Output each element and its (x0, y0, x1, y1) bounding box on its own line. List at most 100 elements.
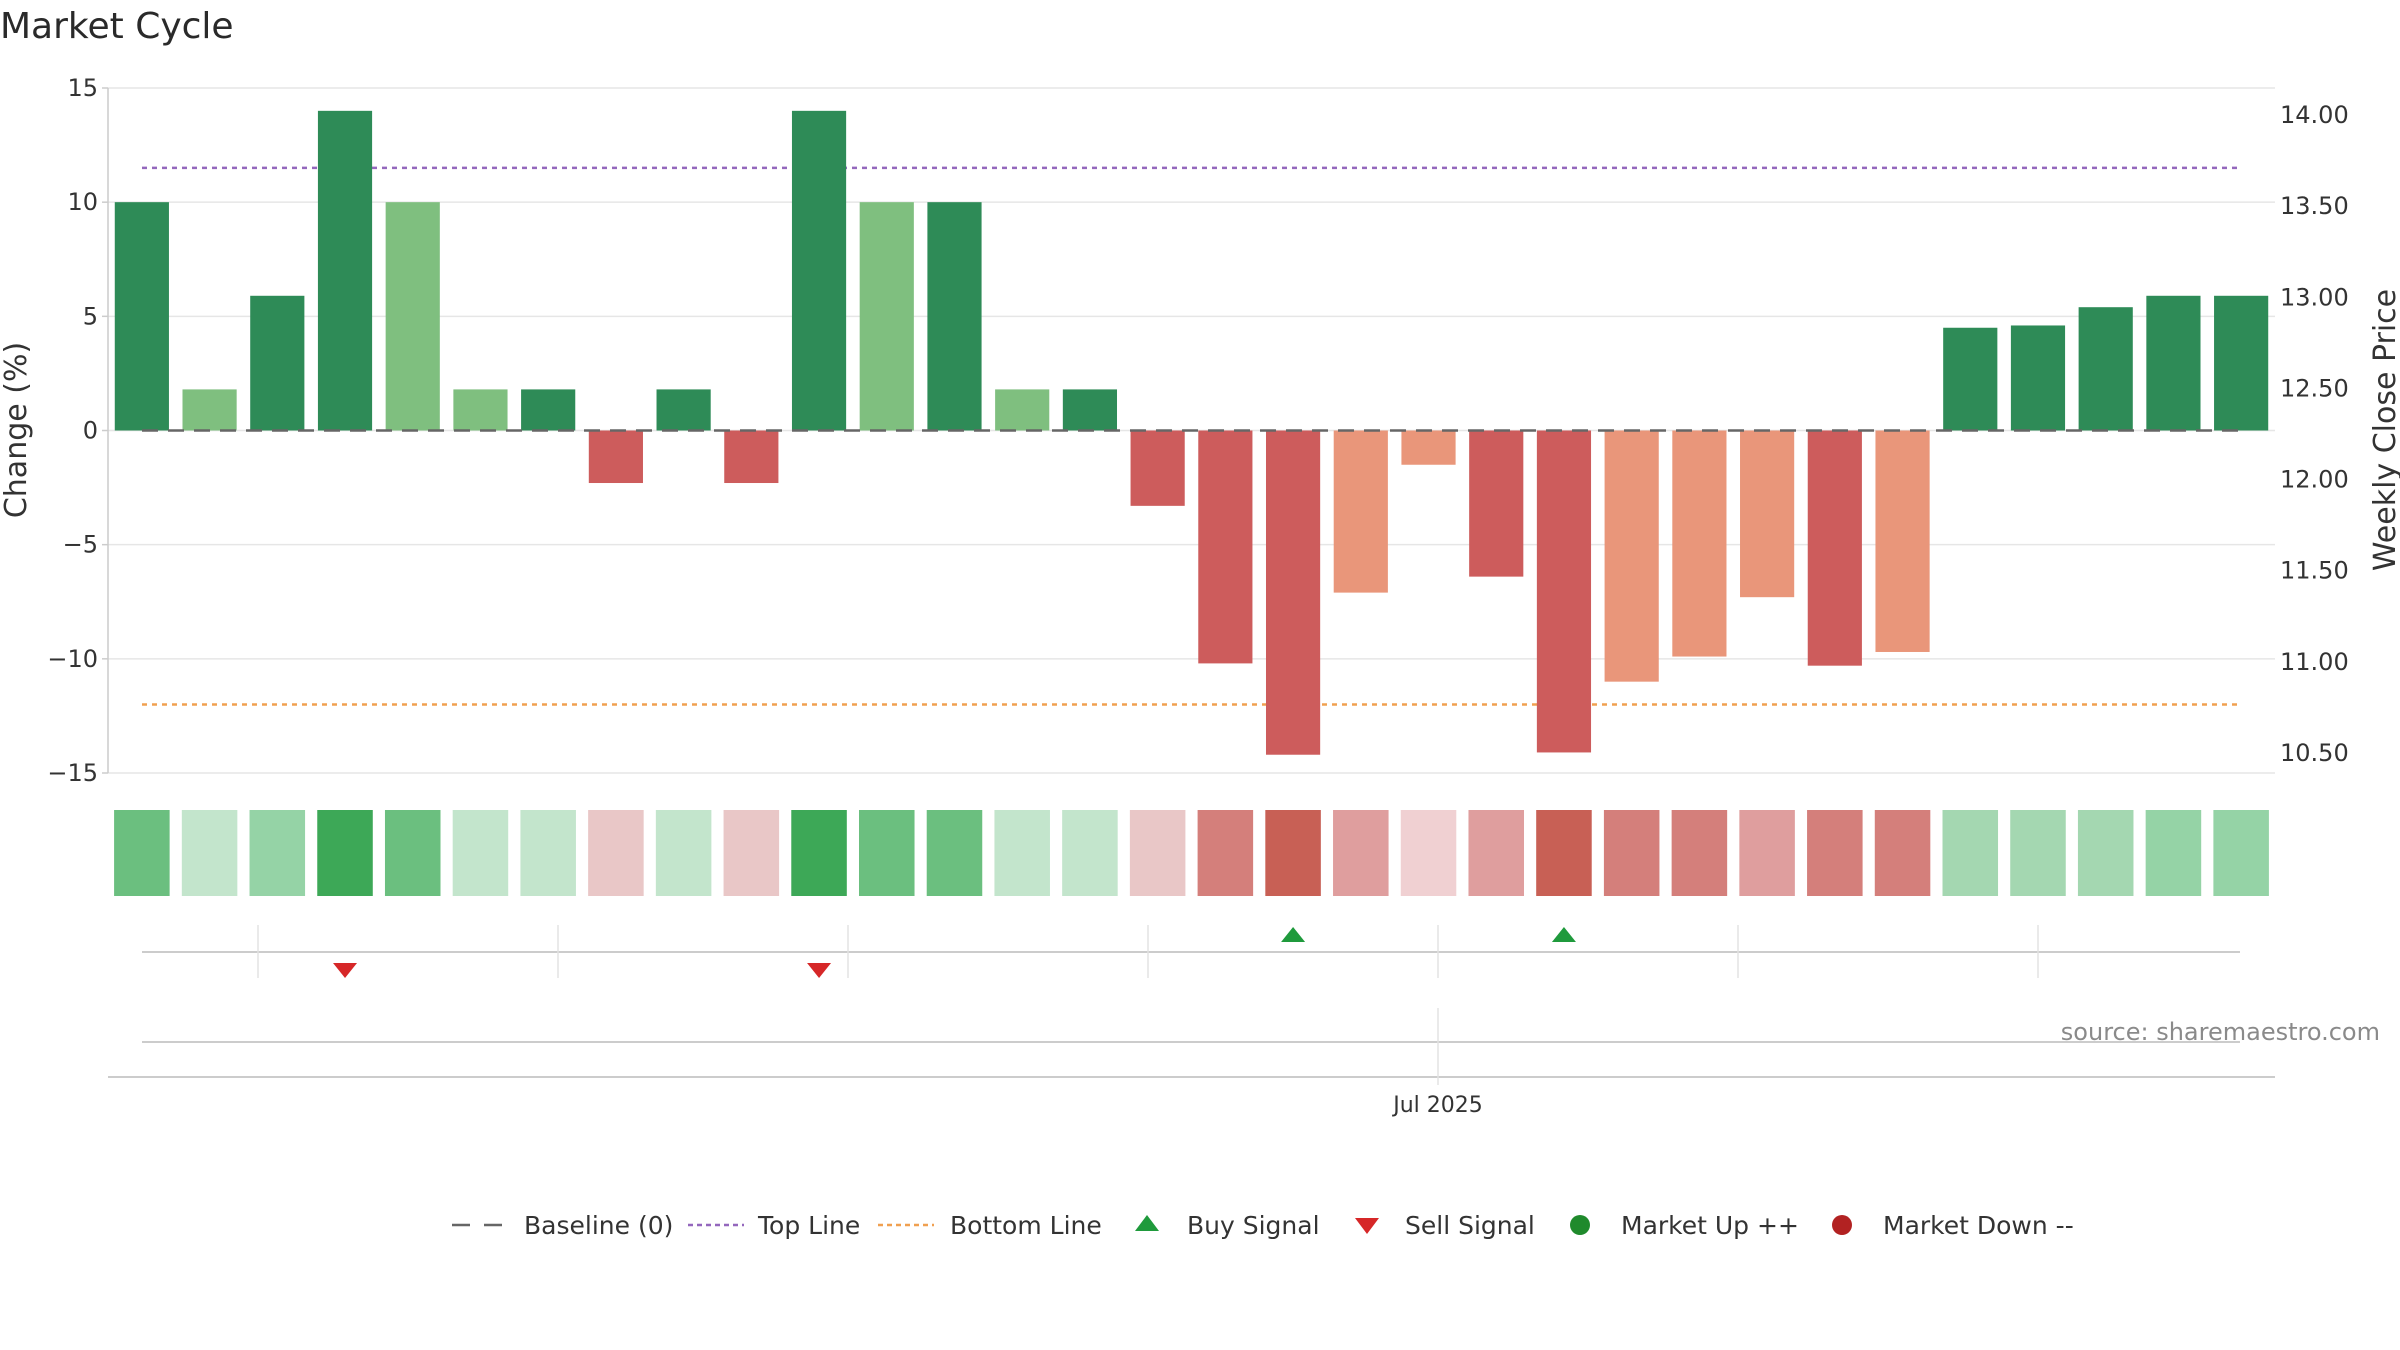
legend-buy-icon (1135, 1215, 1159, 1231)
bar (1943, 327, 1998, 431)
y-tick-label: 0 (83, 417, 98, 445)
legend-item: Top Line (688, 1211, 860, 1240)
bar (1672, 430, 1727, 657)
strip-cell (1333, 810, 1389, 896)
y2-tick-label: 13.00 (2280, 283, 2349, 311)
y-axis-label: Change (%) (0, 342, 34, 518)
y2-axis-label: Weekly Close Price (2368, 289, 2400, 571)
strip-cell (2010, 810, 2066, 896)
bar (1265, 430, 1321, 755)
bar (995, 389, 1050, 431)
bar (1740, 430, 1795, 598)
strip-cell (1468, 810, 1524, 896)
bar (1469, 430, 1524, 577)
legend-circle-icon (1832, 1215, 1852, 1235)
market-strip (114, 810, 2269, 896)
buy-signal-marker (1551, 927, 1576, 942)
strip-cell (1671, 810, 1728, 896)
date-axis: Jul 2025 (108, 1008, 2275, 1118)
source-note: source: sharemaestro.com (2061, 1018, 2380, 1046)
strip-cell (655, 810, 712, 896)
strip-cell (588, 810, 644, 896)
strip-cell (317, 810, 373, 896)
bar (1130, 430, 1185, 506)
y2-tick-label: 11.50 (2280, 557, 2349, 585)
legend-label: Buy Signal (1187, 1211, 1320, 1240)
strip-cell (1265, 810, 1321, 896)
buy-signal-marker (1281, 927, 1306, 942)
strip-cell (2213, 810, 2269, 896)
legend-label: Sell Signal (1405, 1211, 1535, 1240)
y2-tick-label: 10.50 (2280, 739, 2349, 767)
y2-tick-label: 12.50 (2280, 374, 2349, 402)
y-tick-label: −5 (63, 531, 98, 559)
strip-cell (994, 810, 1050, 896)
legend-circle-icon (1570, 1215, 1590, 1235)
y-tick-label: 15 (67, 74, 98, 102)
strip-cell (249, 810, 306, 896)
bars (114, 110, 2269, 755)
bar (927, 202, 982, 431)
strip-cell (1603, 810, 1660, 896)
bar (656, 389, 711, 431)
strip-cell (723, 810, 780, 896)
bar (1604, 430, 1659, 682)
y2-tick-label: 13.50 (2280, 192, 2349, 220)
bar (2010, 325, 2066, 431)
bar (2146, 295, 2201, 431)
y-tick-label: −10 (47, 645, 98, 673)
y2-tick-label: 14.00 (2280, 101, 2349, 129)
bar (588, 430, 643, 484)
legend: Baseline (0) Top Line Bottom Line Buy Signa… (452, 1211, 2074, 1240)
bar (1875, 430, 1930, 652)
bar (859, 202, 914, 431)
bar (385, 202, 440, 431)
legend-label: Baseline (0) (524, 1211, 673, 1240)
chart-title: Market Cycle (0, 6, 234, 47)
bar (1807, 430, 1862, 666)
bar (1401, 430, 1456, 465)
y2-tick-label: 12.00 (2280, 466, 2349, 494)
y-tick-label: 10 (67, 188, 98, 216)
bar (2078, 307, 2133, 431)
strip-cell (859, 810, 915, 896)
strip-cell (1807, 810, 1863, 896)
strip-cell (181, 810, 238, 896)
legend-item: Bottom Line (878, 1211, 1102, 1240)
bar (453, 389, 508, 431)
legend-item: Market Down -- (1832, 1211, 2074, 1240)
strip-cell (1197, 810, 1254, 896)
y-tick-label: −15 (47, 759, 98, 787)
date-tick-label: Jul 2025 (1391, 1093, 1483, 1118)
strip-cell (1739, 810, 1795, 896)
legend-item: Buy Signal (1135, 1211, 1320, 1240)
y-tick-label: 5 (83, 302, 98, 330)
bar (114, 202, 169, 431)
strip-cell (2077, 810, 2134, 896)
bar (1062, 389, 1118, 431)
legend-label: Bottom Line (950, 1211, 1102, 1240)
strip-cell (1062, 810, 1118, 896)
bar (521, 389, 576, 431)
y2-tick-label: 11.00 (2280, 648, 2349, 676)
bar (1536, 430, 1592, 753)
bar (791, 110, 847, 431)
sell-signal-marker (807, 963, 832, 978)
y-axis-ticks: 15 10 5 0 −5 −10 −15 (47, 74, 108, 787)
strip-cell (1874, 810, 1931, 896)
strip-cell (520, 810, 576, 896)
strip-cell (1129, 810, 1186, 896)
strip-cell (114, 810, 170, 896)
strip-cell (1942, 810, 1999, 896)
bar (317, 110, 373, 431)
legend-item: Sell Signal (1355, 1211, 1535, 1240)
strip-cell (1400, 810, 1457, 896)
strip-cell (384, 810, 441, 896)
bar (1333, 430, 1388, 593)
legend-label: Market Up ++ (1621, 1211, 1799, 1240)
strip-cell (1536, 810, 1592, 896)
bar (1198, 430, 1253, 664)
bar (182, 389, 237, 431)
legend-sell-icon (1355, 1218, 1379, 1234)
